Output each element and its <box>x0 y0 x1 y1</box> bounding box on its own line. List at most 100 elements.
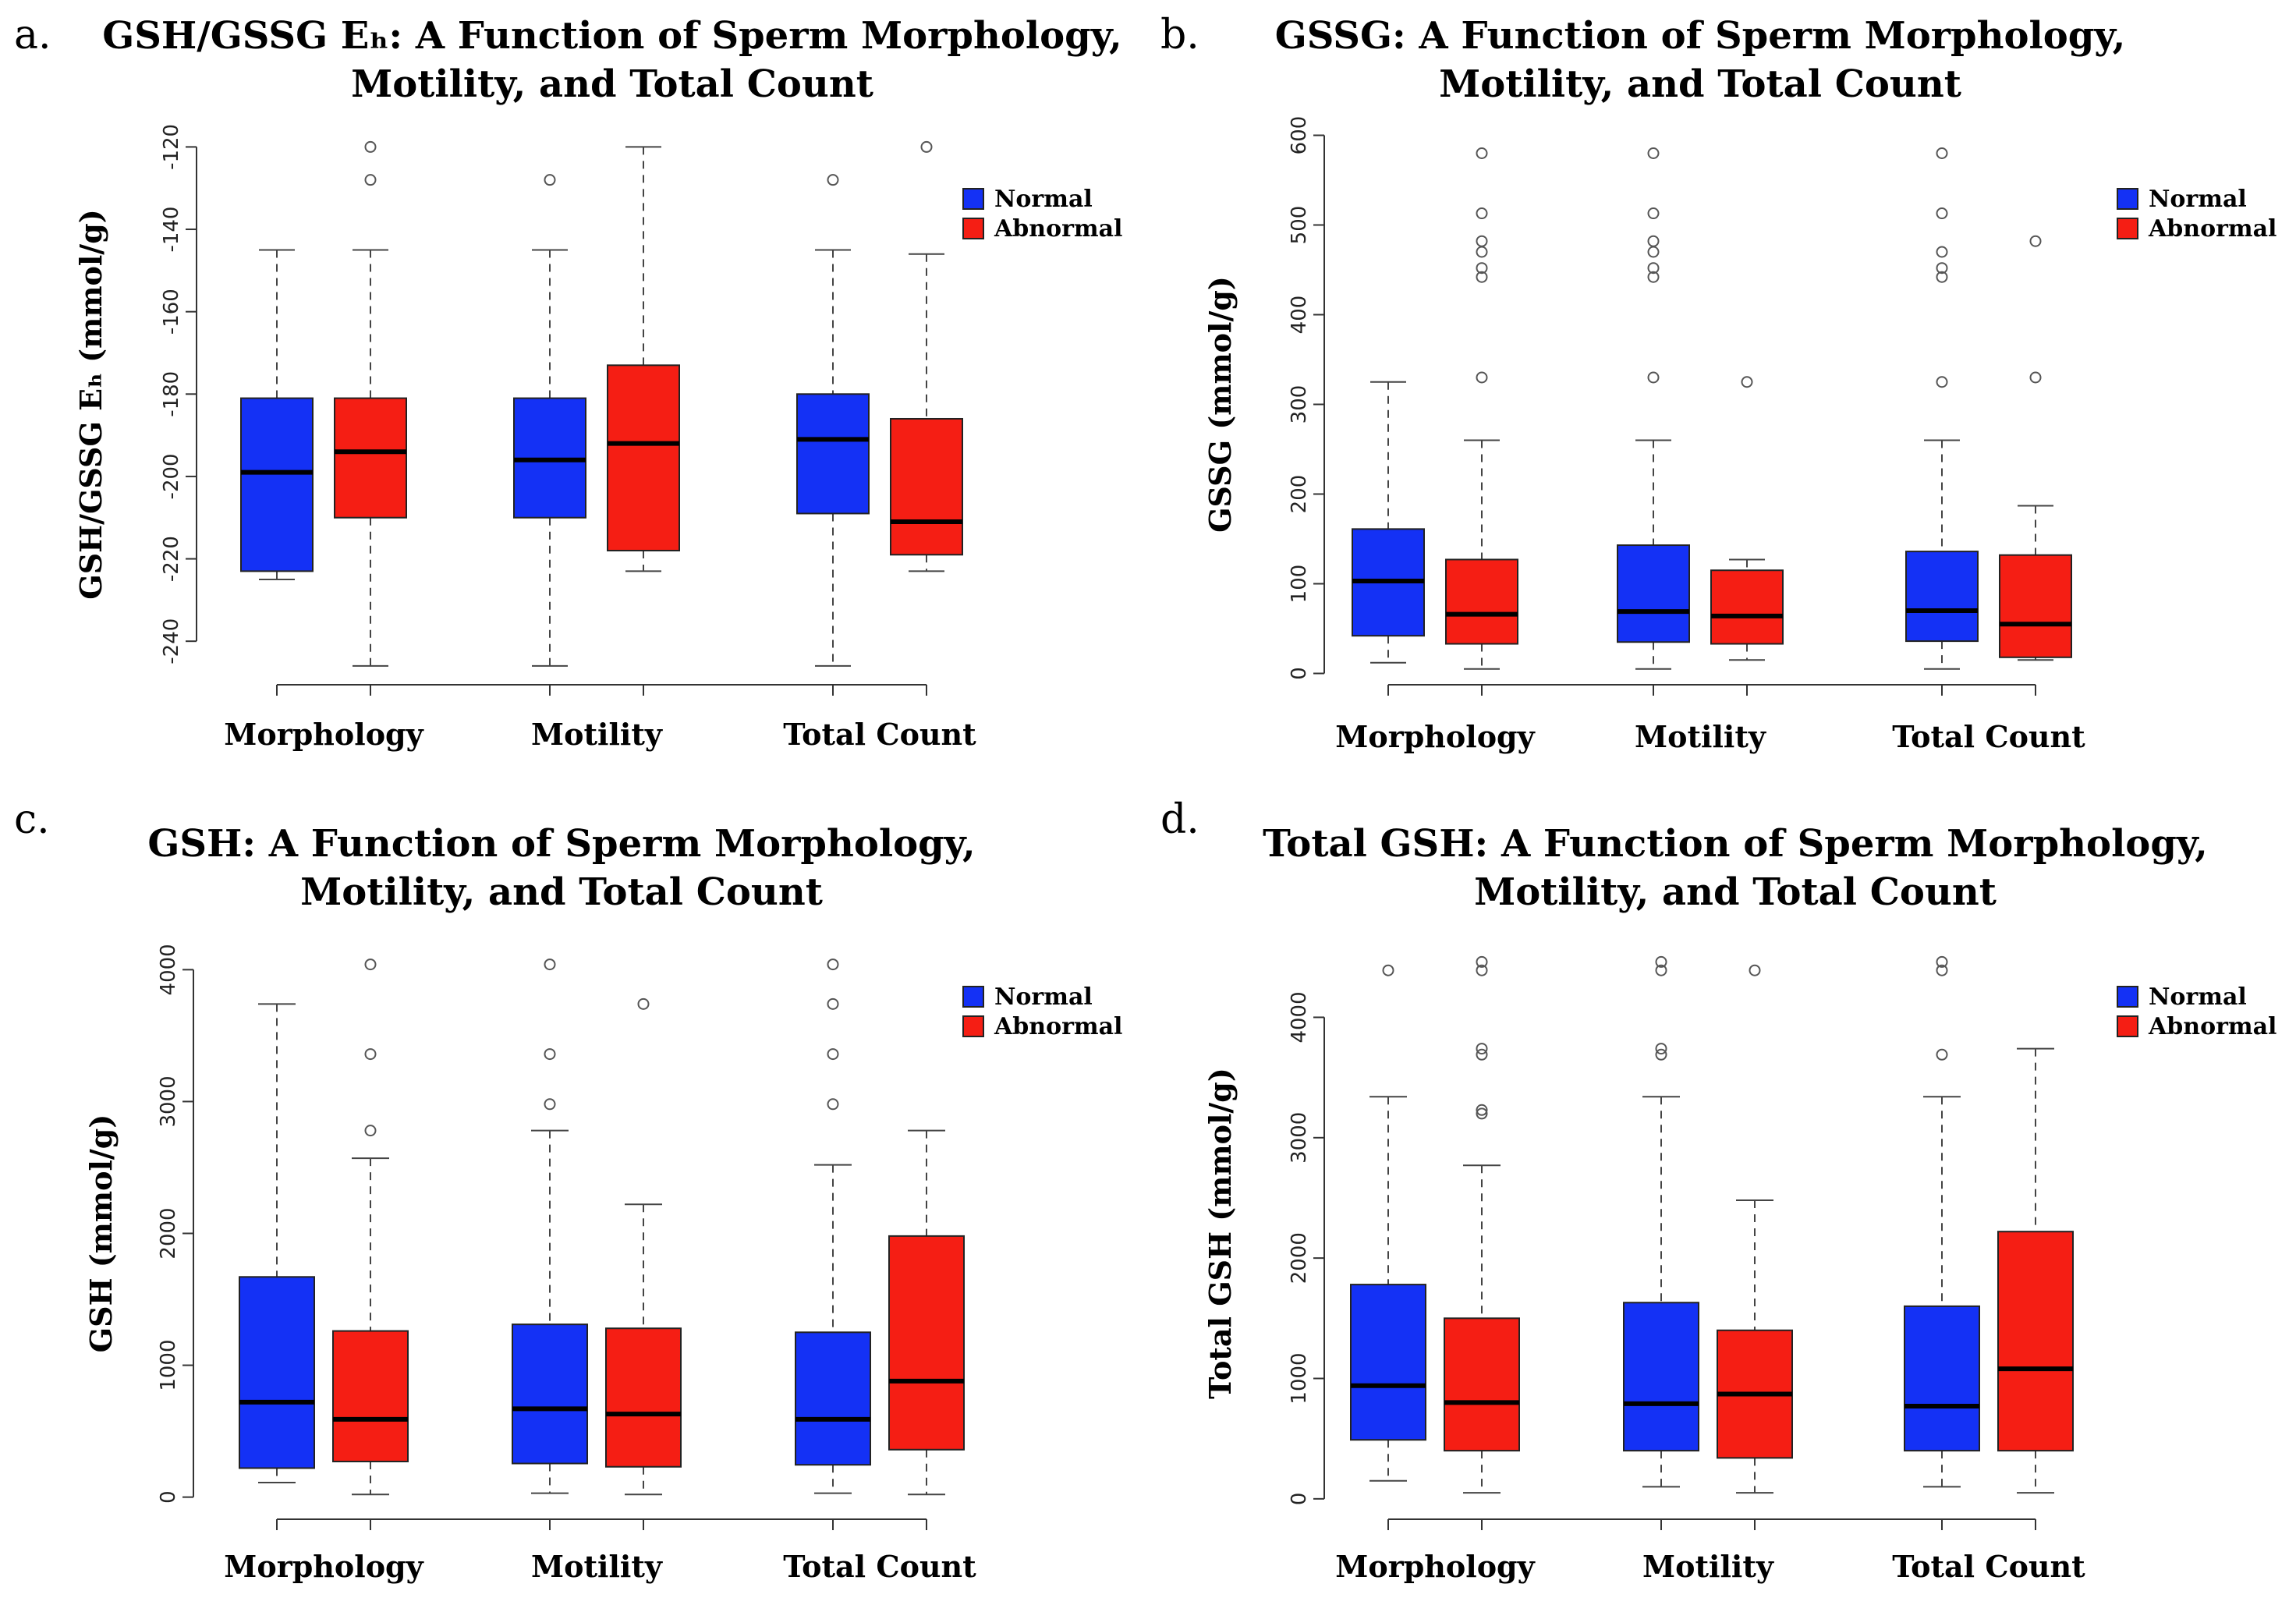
y-tick-label: 300 <box>1288 385 1311 424</box>
y-axis-label: Total GSH (mmol/g) <box>1203 1068 1238 1399</box>
chart-panel-1: a. GSH/GSSG Eₕ: A Function of Sperm Morph… <box>14 12 1122 752</box>
x-category-label: Morphology <box>224 1549 423 1584</box>
chart-title-line: Motility, and Total Count <box>1474 870 1997 914</box>
outlier-point <box>1647 262 1660 275</box>
box-iqr <box>240 397 314 572</box>
x-category-label: Morphology <box>224 717 423 752</box>
box-iqr <box>607 364 680 551</box>
outlier-point <box>364 140 377 153</box>
box-iqr <box>1999 554 2072 658</box>
outlier-point <box>1476 207 1488 220</box>
box-iqr <box>239 1276 315 1469</box>
chart-title-line: GSSG: A Function of Sperm Morphology, <box>1275 14 2126 58</box>
outlier-point <box>1936 262 1948 275</box>
y-tick-label: 2000 <box>1288 1232 1311 1284</box>
y-tick-label: -140 <box>160 207 183 253</box>
outlier-point <box>827 997 839 1010</box>
box-iqr <box>888 1235 965 1451</box>
x-category-label: Morphology <box>1335 719 1535 754</box>
y-axis-label: GSH/GSSG Eₕ (mmol/g) <box>73 209 108 599</box>
box-normal-total-count <box>1905 147 1979 670</box>
legend-label-normal: Normal <box>2149 983 2247 1011</box>
outlier-point <box>544 174 556 186</box>
legend-swatch-normal <box>2117 188 2138 210</box>
y-axis-label: GSH (mmol/g) <box>83 1114 119 1353</box>
y-tick-label: 1000 <box>1288 1352 1311 1404</box>
y-tick-label: 3000 <box>1288 1112 1311 1164</box>
box-normal-morphology <box>239 1003 315 1484</box>
legend-swatch-normal <box>962 188 984 210</box>
y-tick-label: -240 <box>160 618 183 664</box>
y-axis-label: GSSG (mmol/g) <box>1203 276 1238 533</box>
legend-swatch-abnormal <box>2117 218 2138 239</box>
box-iqr <box>1617 544 1690 643</box>
chart-title-line: Motility, and Total Count <box>351 62 873 106</box>
box-normal-morphology <box>1352 381 1425 664</box>
outlier-point <box>2029 371 2042 384</box>
outlier-point <box>1936 147 1948 159</box>
box-iqr <box>605 1327 682 1468</box>
outlier-point <box>544 958 556 971</box>
outlier-point <box>1476 235 1488 247</box>
box-abnormal-motility <box>605 997 682 1496</box>
outlier-point <box>1741 376 1753 388</box>
outlier-point <box>1655 1048 1667 1061</box>
outlier-point <box>1476 271 1488 283</box>
y-tick-label: 1000 <box>157 1339 180 1391</box>
x-category-label: Motility <box>531 717 663 752</box>
box-iqr <box>332 1330 409 1462</box>
outlier-point <box>1647 271 1660 283</box>
legend-label-abnormal: Abnormal <box>994 215 1122 243</box>
box-iqr <box>1445 558 1518 645</box>
outlier-point <box>1647 207 1660 220</box>
box-abnormal-morphology <box>1445 147 1518 670</box>
y-tick-label: 200 <box>1288 475 1311 514</box>
outlier-point <box>1476 147 1488 159</box>
outlier-point <box>1936 246 1948 258</box>
box-iqr <box>795 1331 871 1466</box>
chart-title-line: Motility, and Total Count <box>1439 62 1961 106</box>
outlier-point <box>1936 207 1948 220</box>
outlier-point <box>920 140 933 153</box>
outlier-point <box>827 958 839 971</box>
outlier-point <box>1936 1048 1948 1061</box>
outlier-point <box>364 958 377 971</box>
outlier-point <box>1647 371 1660 384</box>
box-iqr <box>1997 1231 2074 1452</box>
y-tick-label: 2000 <box>157 1207 180 1259</box>
outlier-point <box>827 1048 839 1061</box>
y-tick-label: 4000 <box>1288 991 1311 1043</box>
outlier-point <box>827 174 839 186</box>
chart-title-line: Total GSH: A Function of Sperm Morpholog… <box>1263 822 2208 866</box>
panel-letter: d. <box>1160 796 1199 843</box>
box-normal-total-count <box>1904 955 1980 1488</box>
x-category-label: Morphology <box>1335 1549 1535 1584</box>
chart-title-line: Motility, and Total Count <box>300 870 823 914</box>
box-iqr <box>334 397 407 519</box>
legend-label-normal: Normal <box>994 186 1093 213</box>
legend-swatch-normal <box>962 986 984 1008</box>
y-tick-label: 0 <box>1288 667 1311 680</box>
box-iqr <box>1904 1305 1980 1452</box>
x-category-label: Motility <box>531 1549 663 1584</box>
box-abnormal-total-count <box>888 1129 965 1496</box>
box-iqr <box>1710 569 1784 645</box>
outlier-point <box>1936 271 1948 283</box>
legend-label-abnormal: Abnormal <box>2148 1013 2277 1040</box>
chart-panel-4: d. Total GSH: A Function of Sperm Morphol… <box>1160 796 2277 1584</box>
legend-swatch-normal <box>2117 986 2138 1008</box>
box-abnormal-morphology <box>334 140 407 667</box>
box-abnormal-morphology <box>1444 955 1520 1494</box>
box-normal-morphology <box>1350 964 1426 1482</box>
box-iqr <box>512 1323 588 1465</box>
y-tick-label: 100 <box>1288 565 1311 604</box>
y-tick-label: 0 <box>157 1490 180 1504</box>
outlier-point <box>364 1048 377 1061</box>
chart-panel-3: c.GSH: A Function of Sperm Morphology,Mo… <box>14 796 1122 1584</box>
outlier-point <box>1655 964 1667 976</box>
outlier-point <box>1476 1043 1488 1055</box>
outlier-point <box>1647 235 1660 247</box>
outlier-point <box>1647 147 1660 159</box>
y-tick-label: 3000 <box>157 1075 180 1127</box>
